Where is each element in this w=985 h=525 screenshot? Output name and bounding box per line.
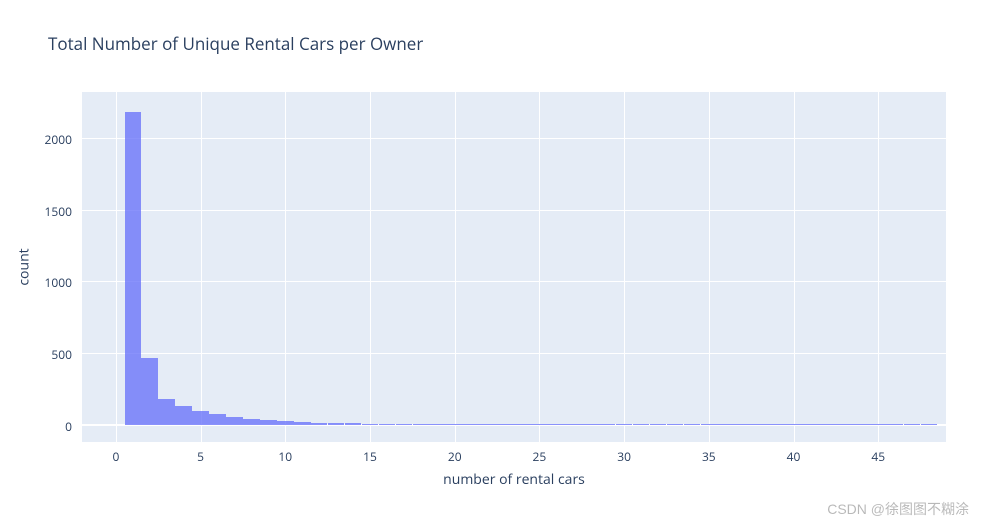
gridline-v bbox=[370, 92, 371, 442]
gridline-h bbox=[82, 210, 946, 211]
bar bbox=[175, 406, 192, 425]
gridline-v bbox=[539, 92, 540, 442]
bar bbox=[158, 399, 175, 424]
bar bbox=[311, 423, 328, 425]
bar bbox=[413, 424, 430, 425]
x-tick-label: 20 bbox=[448, 448, 462, 465]
gridline-v bbox=[624, 92, 625, 442]
bar bbox=[192, 411, 209, 425]
bar bbox=[531, 424, 548, 425]
watermark: CSDN @徐图图不糊涂 bbox=[827, 499, 969, 519]
gridline-h bbox=[82, 353, 946, 354]
plot-background bbox=[82, 92, 946, 442]
bar bbox=[396, 424, 413, 425]
bar bbox=[125, 112, 142, 424]
bar bbox=[243, 419, 260, 425]
bar bbox=[328, 423, 345, 424]
bar bbox=[226, 417, 243, 425]
chart-title: Total Number of Unique Rental Cars per O… bbox=[48, 32, 423, 55]
bar bbox=[209, 414, 226, 424]
x-tick-label: 45 bbox=[871, 448, 885, 465]
bar bbox=[379, 424, 396, 425]
x-tick-label: 15 bbox=[363, 448, 377, 465]
bar bbox=[277, 421, 294, 424]
plot-area bbox=[82, 92, 946, 442]
gridline-h bbox=[82, 281, 946, 282]
gridline-v bbox=[116, 92, 117, 442]
y-tick-label: 2000 bbox=[0, 131, 72, 148]
x-axis-title: number of rental cars bbox=[443, 470, 585, 489]
x-tick-label: 0 bbox=[112, 448, 119, 465]
x-tick-label: 40 bbox=[787, 448, 801, 465]
gridline-v bbox=[455, 92, 456, 442]
y-tick-label: 1000 bbox=[0, 274, 72, 291]
x-tick-label: 25 bbox=[533, 448, 547, 465]
bar bbox=[362, 424, 379, 425]
bar bbox=[294, 422, 311, 425]
bar bbox=[141, 358, 158, 425]
y-axis-title: count bbox=[15, 248, 34, 285]
bar bbox=[345, 423, 362, 424]
gridline-v bbox=[201, 92, 202, 442]
gridline-v bbox=[878, 92, 879, 442]
x-tick-label: 10 bbox=[278, 448, 292, 465]
y-tick-label: 500 bbox=[0, 346, 72, 363]
gridline-v bbox=[709, 92, 710, 442]
y-tick-label: 1500 bbox=[0, 203, 72, 220]
x-tick-label: 35 bbox=[702, 448, 716, 465]
bar bbox=[260, 420, 277, 425]
x-tick-label: 5 bbox=[197, 448, 204, 465]
gridline-v bbox=[794, 92, 795, 442]
y-tick-label: 0 bbox=[0, 418, 72, 435]
gridline-h bbox=[82, 138, 946, 139]
gridline-v bbox=[285, 92, 286, 442]
x-tick-label: 30 bbox=[617, 448, 631, 465]
